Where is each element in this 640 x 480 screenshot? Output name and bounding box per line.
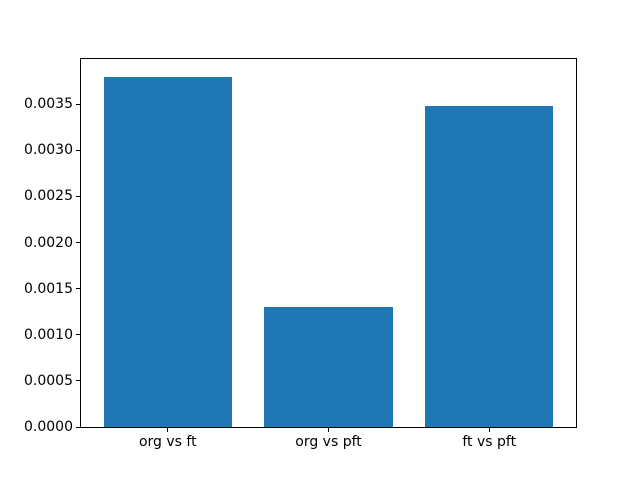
y-tick-label: 0.0005 <box>24 372 73 389</box>
bar-org-vs-ft <box>103 76 233 427</box>
y-tick-mark <box>76 242 80 244</box>
y-tick-label: 0.0035 <box>24 96 73 113</box>
y-tick-mark <box>76 334 80 336</box>
y-tick-mark <box>76 103 80 105</box>
y-tick-label: 0.0025 <box>24 188 73 205</box>
bar-org-vs-pft <box>264 307 393 427</box>
y-tick-label: 0.0000 <box>24 419 73 435</box>
x-tick-label: org vs pft <box>295 434 362 450</box>
x-tick-label: ft vs pft <box>462 434 517 450</box>
x-tick-mark <box>328 428 329 432</box>
y-tick-label: 0.0030 <box>24 142 73 159</box>
x-tick-label: org vs ft <box>138 434 197 450</box>
y-tick-mark <box>76 195 80 197</box>
y-tick-mark <box>76 288 80 290</box>
y-tick-label: 0.0010 <box>24 326 73 343</box>
y-tick-mark <box>76 426 80 428</box>
plot-area: 0.0000 0.0005 0.0010 0.0015 0.0020 0.0025 0.00… <box>24 58 577 450</box>
y-tick-mark <box>76 149 80 151</box>
x-tick-mark <box>488 428 490 432</box>
x-tick-mark <box>167 428 169 432</box>
bar-ft-vs-pft <box>424 106 554 427</box>
y-tick-label: 0.0015 <box>24 280 73 297</box>
y-tick-mark <box>76 380 80 382</box>
y-tick-label: 0.0020 <box>24 234 73 251</box>
